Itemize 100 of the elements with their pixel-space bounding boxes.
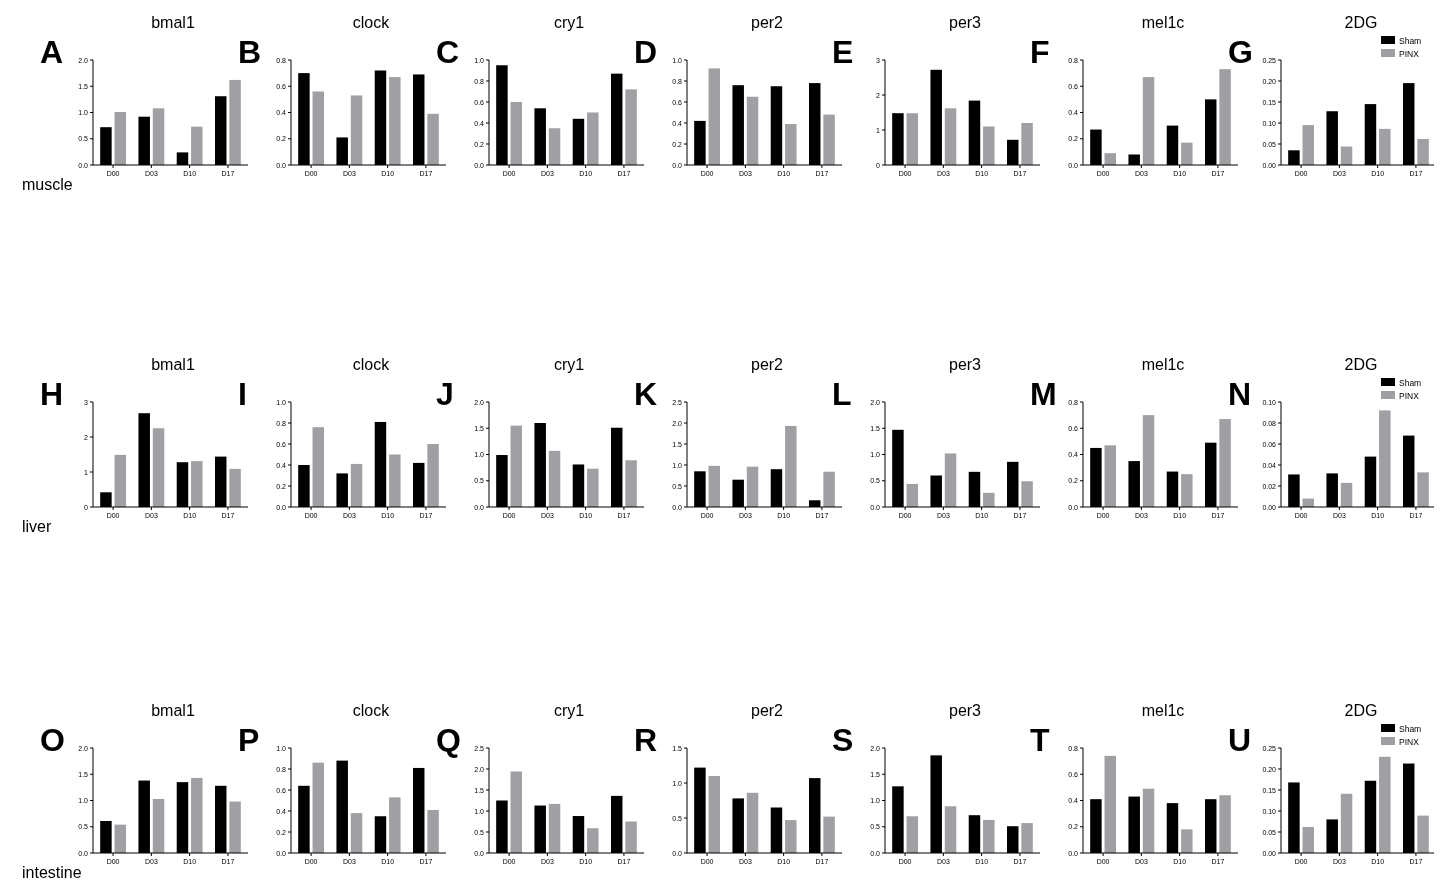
bar [746, 792, 759, 853]
bar [1181, 142, 1193, 165]
bar [1379, 410, 1391, 507]
chart-title: per2 [750, 356, 784, 373]
bar [114, 111, 127, 165]
bar [548, 803, 561, 853]
bar [1417, 138, 1429, 165]
bar [1302, 125, 1315, 165]
bar [1219, 795, 1231, 853]
bar [1340, 793, 1353, 853]
bar [350, 463, 363, 507]
bar [510, 102, 523, 165]
annotation: F [1030, 34, 1050, 70]
annotation: E [832, 34, 854, 70]
chart-title: mel1c [1141, 702, 1185, 719]
bar [983, 492, 995, 507]
bar [191, 461, 203, 507]
bar [906, 113, 919, 165]
bar [1104, 445, 1117, 507]
legend-label: PINX [1399, 390, 1420, 401]
chart-title: bmal1 [151, 14, 195, 31]
bar [823, 816, 835, 853]
bar [1379, 128, 1391, 165]
bar [312, 91, 325, 165]
bar [1021, 823, 1033, 853]
chart-title: per2 [750, 14, 784, 31]
chart-title: bmal1 [151, 702, 195, 719]
bar [1417, 472, 1429, 507]
bar [114, 824, 127, 853]
bar [312, 427, 325, 507]
annotation: S [832, 722, 854, 758]
bar [152, 108, 165, 165]
chart-title: per3 [948, 356, 982, 373]
bar [1417, 815, 1429, 853]
bar [191, 126, 203, 165]
annotation: U [1228, 722, 1252, 758]
text: muscle [22, 176, 73, 193]
chart-title: mel1c [1141, 14, 1185, 31]
chart-title: per3 [948, 14, 982, 31]
chart-title: cry1 [553, 14, 585, 31]
legend-label: Sham [1399, 377, 1422, 388]
text: O [40, 722, 65, 758]
bar [1340, 482, 1353, 507]
bar [427, 113, 439, 165]
bar [1104, 755, 1117, 853]
chart-title: per2 [750, 702, 784, 719]
bar [823, 114, 835, 165]
text: liver [22, 518, 53, 535]
bar [1181, 474, 1193, 507]
text: A [40, 34, 64, 70]
bar [944, 453, 957, 507]
text: intestine [22, 864, 82, 881]
annotation: I [238, 376, 247, 412]
bar [785, 425, 797, 507]
chart-title: clock [352, 14, 391, 31]
bar [389, 454, 401, 507]
bar [746, 466, 759, 507]
bar [152, 428, 165, 507]
annotation: J [436, 376, 454, 412]
bar [587, 112, 599, 165]
chart-title: bmal1 [151, 356, 195, 373]
bar [708, 776, 721, 853]
bar [587, 828, 599, 853]
legend-label: Sham [1399, 35, 1422, 46]
bar [427, 809, 439, 853]
bar [1302, 826, 1315, 853]
bar [625, 821, 637, 853]
bar [350, 95, 363, 165]
bar [785, 820, 797, 853]
chart-title: clock [352, 702, 391, 719]
annotation: D [634, 34, 658, 70]
bar [625, 89, 637, 165]
bar [548, 450, 561, 507]
chart-title: 2DG [1344, 14, 1378, 31]
annotation: P [238, 722, 260, 758]
annotation: N [1228, 376, 1252, 412]
bar [823, 471, 835, 507]
legend-label: PINX [1399, 736, 1420, 747]
bar [389, 77, 401, 165]
chart-title: mel1c [1141, 356, 1185, 373]
legend-label: Sham [1399, 723, 1422, 734]
bar [427, 444, 439, 507]
bar [944, 108, 957, 165]
bar [312, 762, 325, 853]
annotation: B [238, 34, 262, 70]
bar [708, 465, 721, 507]
chart-title: cry1 [553, 702, 585, 719]
bar [708, 68, 721, 165]
bar [983, 126, 995, 165]
annotation: T [1030, 722, 1050, 758]
bar [229, 79, 241, 165]
bar [1142, 77, 1155, 165]
bar [1142, 788, 1155, 853]
bar [906, 483, 919, 507]
bar [114, 454, 127, 507]
bar [1021, 481, 1033, 507]
bar [1379, 756, 1391, 853]
chart-title: per3 [948, 702, 982, 719]
bar [587, 468, 599, 507]
legend-label: PINX [1399, 48, 1420, 59]
